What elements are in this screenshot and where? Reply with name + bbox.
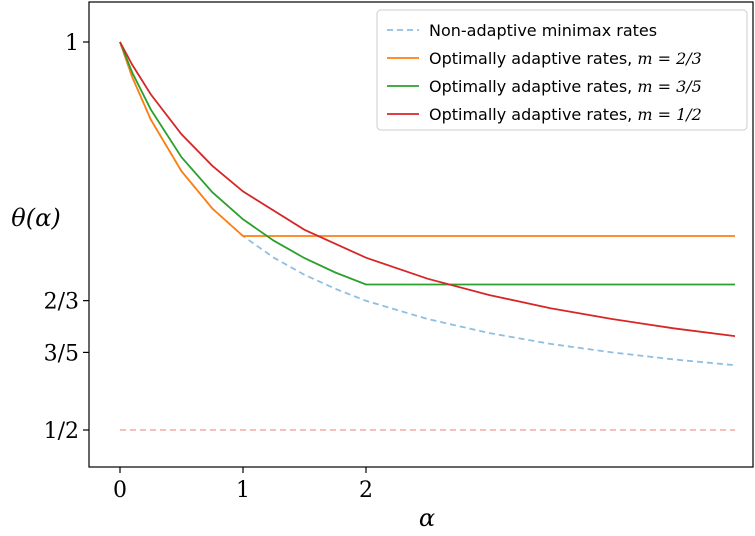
y-tick-label: 1 — [65, 31, 79, 56]
y-tick-label: 1/2 — [44, 419, 79, 444]
legend-label: Non-adaptive minimax rates — [429, 21, 657, 40]
y-tick-label: 3/5 — [44, 341, 79, 366]
legend-label: Optimally adaptive rates, m = 2/3 — [429, 49, 702, 68]
plot-frame — [88, 1, 754, 468]
y-tick-label: 2/3 — [44, 290, 79, 315]
legend-math: m = 2/3 — [637, 49, 702, 68]
legend-box — [376, 9, 748, 131]
x-axis: 0 1 2 — [113, 467, 373, 503]
legend-math: m = 3/5 — [637, 77, 702, 96]
x-tick-label: 2 — [359, 478, 373, 503]
x-axis-label: α — [419, 504, 435, 532]
legend-label: Optimally adaptive rates, m = 3/5 — [429, 77, 702, 96]
legend-math: m = 1/2 — [637, 105, 702, 124]
series-line-1 — [119, 41, 735, 237]
y-axis-label: θ(α) — [11, 204, 60, 232]
series-line-2 — [119, 41, 735, 286]
plot-area — [88, 1, 754, 468]
legend: Non-adaptive minimax rates Optimally adap… — [376, 9, 748, 131]
x-tick-label: 1 — [236, 478, 250, 503]
legend-label: Optimally adaptive rates, m = 1/2 — [429, 105, 702, 124]
series-line-3 — [119, 41, 736, 337]
x-tick-label: 0 — [113, 478, 127, 503]
y-axis: 1 2/3 3/5 1/2 — [44, 31, 89, 444]
